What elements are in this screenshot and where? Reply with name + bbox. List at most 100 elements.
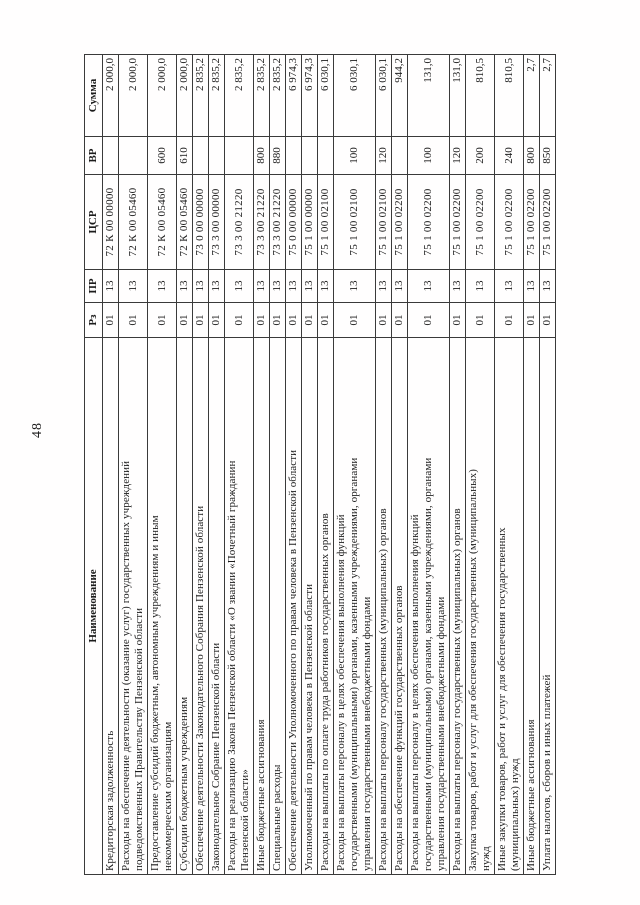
cell-name: Иные закупки товаров, работ и услуг для … <box>494 337 524 875</box>
cell-name: Расходы на реализацию Закона Пензенской … <box>224 337 254 875</box>
cell-vr <box>208 136 225 175</box>
table-row: Уплата налогов, сборов и иных платежей 0… <box>539 54 556 875</box>
cell-pr: 13 <box>391 269 408 303</box>
cell-vr: 880 <box>269 136 286 175</box>
cell-sum: 6 974,3 <box>285 54 302 137</box>
cell-sum: 944,2 <box>391 54 408 137</box>
cell-sum: 6 030,1 <box>317 54 334 137</box>
cell-pr: 13 <box>147 269 177 303</box>
cell-name: Уплата налогов, сборов и иных платежей <box>539 337 556 875</box>
cell-pr: 13 <box>285 269 302 303</box>
cell-name: Расходы на выплаты персоналу государстве… <box>449 337 466 875</box>
cell-csr: 75 1 00 02100 <box>375 174 392 270</box>
cell-pr: 13 <box>407 269 450 303</box>
table-row: Расходы на выплаты персоналу государстве… <box>449 54 466 875</box>
cell-vr <box>102 136 119 175</box>
cell-csr: 75 1 00 02200 <box>449 174 466 270</box>
cell-rz: 01 <box>147 302 177 338</box>
cell-csr: 72 К 00 00000 <box>102 174 119 270</box>
cell-rz: 01 <box>301 302 318 338</box>
cell-name: Предоставление субсидий бюджетным, автон… <box>147 337 177 875</box>
cell-name: Законодательное Собрание Пензенской обла… <box>208 337 225 875</box>
cell-pr: 13 <box>192 269 209 303</box>
cell-vr <box>224 136 254 175</box>
rotated-table-container: Наименование Рз ПР ЦСР ВР Сумма Кредитор… <box>84 54 556 875</box>
table-row: Расходы на выплаты персоналу в целях обе… <box>407 54 450 875</box>
cell-pr: 13 <box>208 269 225 303</box>
cell-rz: 01 <box>449 302 466 338</box>
table-header-row: Наименование Рз ПР ЦСР ВР Сумма <box>84 54 103 875</box>
cell-pr: 13 <box>301 269 318 303</box>
cell-rz: 01 <box>375 302 392 338</box>
cell-name: Расходы на обеспечение деятельности (ока… <box>118 337 148 875</box>
cell-pr: 13 <box>118 269 148 303</box>
table-row: Закупка товаров, работ и услуг для обесп… <box>465 54 495 875</box>
cell-sum: 2 000,0 <box>102 54 119 137</box>
cell-pr: 13 <box>224 269 254 303</box>
cell-sum: 6 974,3 <box>301 54 318 137</box>
cell-name: Расходы на выплаты персоналу государстве… <box>375 337 392 875</box>
cell-csr: 72 К 00 05460 <box>118 174 148 270</box>
cell-vr: 800 <box>523 136 540 175</box>
cell-rz: 01 <box>523 302 540 338</box>
cell-sum: 810,5 <box>494 54 524 137</box>
table-row: Законодательное Собрание Пензенской обла… <box>208 54 225 875</box>
table-row: Субсидии бюджетным учреждениям 01 13 72 … <box>176 54 193 875</box>
table-row: Иные бюджетные ассигнования 01 13 73 3 0… <box>253 54 270 875</box>
cell-rz: 01 <box>269 302 286 338</box>
cell-name: Иные бюджетные ассигнования <box>253 337 270 875</box>
cell-sum: 131,0 <box>407 54 450 137</box>
cell-csr: 75 1 00 02100 <box>317 174 334 270</box>
table-row: Расходы на реализацию Закона Пензенской … <box>224 54 254 875</box>
cell-sum: 2 000,0 <box>176 54 193 137</box>
cell-rz: 01 <box>317 302 334 338</box>
cell-pr: 13 <box>494 269 524 303</box>
cell-csr: 73 3 00 21220 <box>253 174 270 270</box>
cell-sum: 2 835,2 <box>192 54 209 137</box>
cell-rz: 01 <box>407 302 450 338</box>
cell-rz: 01 <box>333 302 376 338</box>
cell-name: Иные бюджетные ассигнования <box>523 337 540 875</box>
cell-name: Специальные расходы <box>269 337 286 875</box>
cell-vr: 100 <box>407 136 450 175</box>
table-body: Кредиторская задолженность 01 13 72 К 00… <box>102 54 556 875</box>
cell-name: Уполномоченный по правам человека в Пенз… <box>301 337 318 875</box>
cell-vr <box>317 136 334 175</box>
table-row: Иные бюджетные ассигнования 01 13 75 1 0… <box>523 54 540 875</box>
page-number: 48 <box>30 422 45 438</box>
cell-name: Расходы на выплаты по оплате труда работ… <box>317 337 334 875</box>
cell-vr <box>391 136 408 175</box>
cell-pr: 13 <box>317 269 334 303</box>
cell-pr: 13 <box>333 269 376 303</box>
cell-pr: 13 <box>176 269 193 303</box>
cell-name: Обеспечение деятельности Законодательног… <box>192 337 209 875</box>
cell-vr <box>118 136 148 175</box>
cell-vr: 800 <box>253 136 270 175</box>
cell-csr: 75 1 00 02200 <box>539 174 556 270</box>
cell-rz: 01 <box>208 302 225 338</box>
cell-sum: 810,5 <box>465 54 495 137</box>
cell-csr: 73 3 00 21220 <box>269 174 286 270</box>
cell-vr <box>301 136 318 175</box>
cell-csr: 75 0 00 00000 <box>285 174 302 270</box>
cell-sum: 2 835,2 <box>224 54 254 137</box>
cell-sum: 131,0 <box>449 54 466 137</box>
cell-sum: 6 030,1 <box>333 54 376 137</box>
cell-pr: 13 <box>465 269 495 303</box>
cell-name: Закупка товаров, работ и услуг для обесп… <box>465 337 495 875</box>
cell-pr: 13 <box>253 269 270 303</box>
cell-csr: 75 1 00 02200 <box>391 174 408 270</box>
header-cell-name: Наименование <box>84 337 103 875</box>
cell-rz: 01 <box>465 302 495 338</box>
cell-rz: 01 <box>391 302 408 338</box>
cell-vr <box>192 136 209 175</box>
header-cell-csr: ЦСР <box>84 174 103 270</box>
cell-pr: 13 <box>102 269 119 303</box>
cell-rz: 01 <box>539 302 556 338</box>
cell-csr: 73 3 00 21220 <box>224 174 254 270</box>
cell-name: Обеспечение деятельности Уполномоченного… <box>285 337 302 875</box>
cell-csr: 73 0 00 00000 <box>192 174 209 270</box>
cell-rz: 01 <box>285 302 302 338</box>
table-row: Расходы на выплаты персоналу государстве… <box>375 54 392 875</box>
